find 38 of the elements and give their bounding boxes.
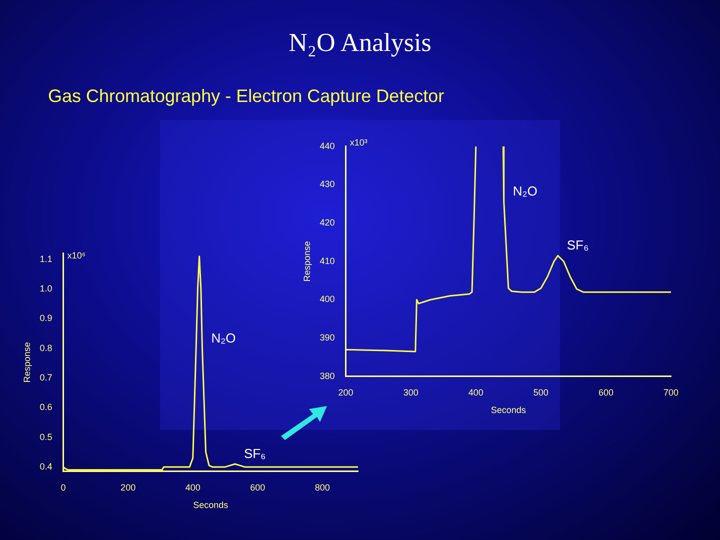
x-axis-title: Seconds <box>490 405 526 416</box>
x-tick-label: 300 <box>403 387 418 398</box>
y-tick-label: 400 <box>320 294 335 304</box>
annotation: x10⁶ <box>67 250 86 260</box>
y-axis-title: Response <box>302 241 312 282</box>
x-tick-label: 600 <box>598 387 614 398</box>
y-tick-label: 0.7 <box>40 372 52 382</box>
annotation: SF₆ <box>244 446 266 462</box>
x-axis-title: Seconds <box>193 500 229 510</box>
y-tick-label: 410 <box>320 256 335 266</box>
x-tick-label: 200 <box>338 387 354 398</box>
y-tick-label: 380 <box>320 370 335 381</box>
chart-title: N₂O Analysis <box>288 28 432 58</box>
y-tick-label: 1.1 <box>40 254 52 264</box>
y-tick-label: 420 <box>320 218 335 228</box>
chart-subtitle: Gas Chromatography - Electron Capture Detector <box>48 86 444 107</box>
y-tick-label: 0.6 <box>40 402 52 412</box>
x-tick-label: 0 <box>60 482 66 492</box>
x-tick-label: 500 <box>533 387 548 398</box>
x-tick-label: 200 <box>120 482 136 492</box>
x-tick-label: 400 <box>468 387 484 398</box>
y-axis-title: Response <box>22 342 32 383</box>
x-tick-label: 600 <box>250 482 266 492</box>
x-tick-label: 700 <box>663 387 679 398</box>
y-tick-label: 0.4 <box>40 461 52 472</box>
annotation: SF₆ <box>566 238 589 253</box>
y-tick-label: 1.0 <box>40 283 52 294</box>
y-tick-label: 440 <box>320 140 335 151</box>
y-tick-label: 0.9 <box>40 313 52 324</box>
annotation: N₂O <box>211 330 236 346</box>
y-tick-label: 430 <box>320 179 335 190</box>
y-tick-label: 0.5 <box>40 432 52 442</box>
x-tick-label: 800 <box>314 482 330 492</box>
y-tick-label: 390 <box>320 332 335 343</box>
x-tick-label: 400 <box>185 482 200 492</box>
y-tick-label: 0.8 <box>40 342 52 353</box>
annotation: x10³ <box>350 137 368 148</box>
annotation: N₂O <box>512 184 538 199</box>
